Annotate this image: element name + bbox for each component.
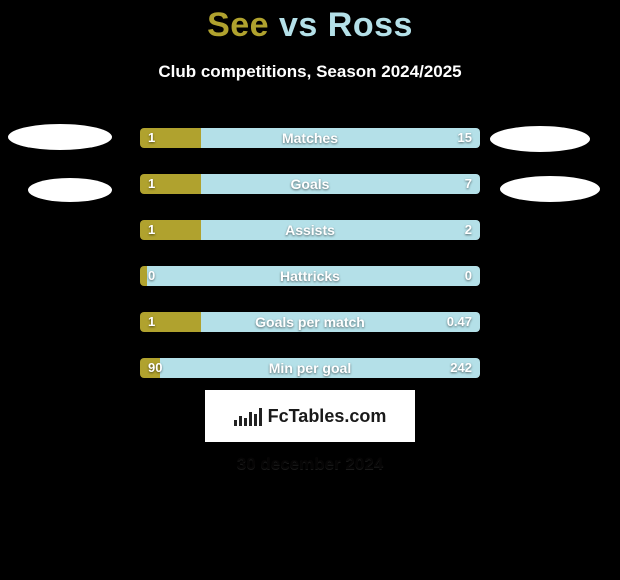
logo-text: FcTables.com xyxy=(268,406,387,427)
stat-row: Min per goal90242 xyxy=(140,358,480,378)
stat-bar-right xyxy=(201,128,480,148)
stat-bar-left xyxy=(140,358,160,378)
decoration-ellipse xyxy=(28,178,112,202)
stat-bar-right xyxy=(201,312,480,332)
title-vs: vs xyxy=(279,6,328,44)
decoration-ellipse xyxy=(500,176,600,202)
stat-row: Hattricks00 xyxy=(140,266,480,286)
decoration-ellipse xyxy=(490,126,590,152)
stat-bar-right xyxy=(201,174,480,194)
stat-bar-right xyxy=(201,220,480,240)
decoration-ellipse xyxy=(8,124,112,150)
stat-bar-left xyxy=(140,220,201,240)
date-line: 30 december 2024 xyxy=(0,454,620,474)
stat-bar-right xyxy=(160,358,480,378)
logo-bars-icon xyxy=(234,406,262,426)
stat-row: Matches115 xyxy=(140,128,480,148)
subtitle: Club competitions, Season 2024/2025 xyxy=(0,62,620,82)
title-player1: See xyxy=(207,6,269,44)
stat-bar-right xyxy=(147,266,480,286)
fctables-logo: FcTables.com xyxy=(205,390,415,442)
page-title: See vs Ross xyxy=(0,6,620,45)
comparison-bars: Matches115 Goals17 Assists12 Hattricks00 Goa… xyxy=(140,128,480,404)
stat-bar-left xyxy=(140,312,201,332)
title-player2: Ross xyxy=(328,6,413,44)
stat-bar-left xyxy=(140,266,147,286)
stat-row: Goals17 xyxy=(140,174,480,194)
stat-bar-left xyxy=(140,128,201,148)
stat-bar-left xyxy=(140,174,201,194)
stat-row: Goals per match10.47 xyxy=(140,312,480,332)
stat-row: Assists12 xyxy=(140,220,480,240)
